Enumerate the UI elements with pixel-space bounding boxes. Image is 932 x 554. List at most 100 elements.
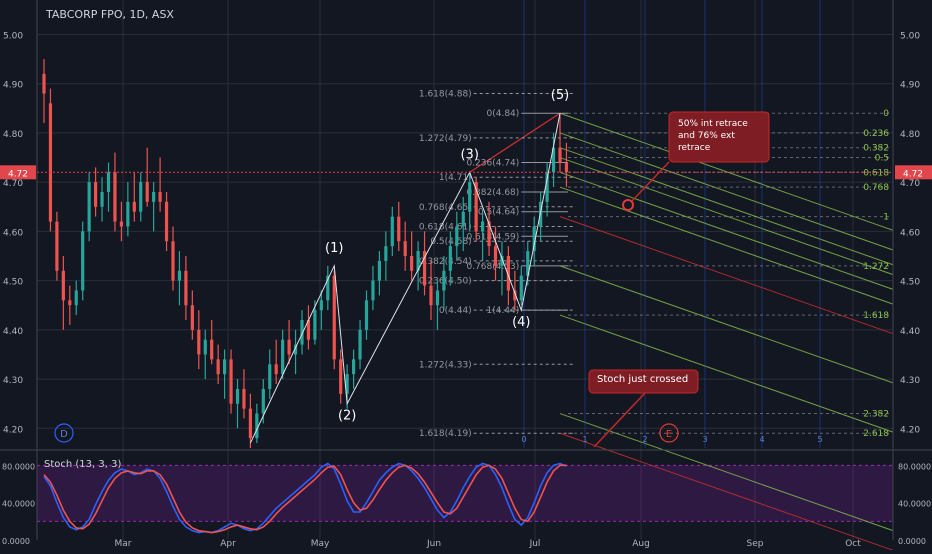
candle-body: [448, 246, 452, 271]
candle-body: [216, 359, 220, 375]
circle-e-label: E: [666, 429, 672, 440]
last-price-text-left: 4.72: [8, 169, 28, 179]
candle-body: [339, 359, 343, 394]
stoch-lines: [43, 462, 567, 534]
x-tick: May: [311, 539, 330, 549]
y-tick-right: 4.40: [900, 327, 920, 337]
wave-label: (3): [460, 147, 478, 162]
circle-d-label: D: [60, 429, 68, 440]
fork-level-label: 0: [883, 109, 889, 119]
fib-ext-label: 1.618(4.19): [419, 429, 472, 439]
candle-body: [287, 339, 291, 355]
fork-line: [559, 186, 894, 305]
candle-body: [306, 320, 311, 340]
callout-retrace-pointer: [631, 161, 670, 202]
candle-body: [461, 211, 465, 227]
fib-retr-label: 0.768(4.53): [466, 262, 519, 272]
annotations: 4.72 4.72 50% int retrace and 76% ext retrac…: [0, 111, 932, 448]
candle-body: [326, 275, 330, 301]
cycle-mark: 1: [582, 435, 587, 444]
fib-ext-label: 0.768(4.65): [419, 203, 472, 213]
candle-body: [158, 192, 162, 202]
candle-body: [139, 182, 143, 212]
candle-body: [164, 201, 169, 242]
candle-body: [132, 201, 136, 212]
candle-body: [145, 182, 149, 202]
fork-line: [559, 413, 894, 532]
candle-body: [410, 256, 414, 271]
elliott-wave-lines: (1) (2) (3) (4) (5): [249, 88, 569, 444]
cycle-mark: 3: [702, 435, 707, 444]
candle-body: [235, 388, 240, 404]
fib-ext-label: 1(4.71): [439, 173, 472, 183]
candle-body: [113, 172, 117, 222]
wave-label: (1): [325, 241, 343, 256]
stoch-tick-left: 40.0000: [2, 500, 35, 509]
fib-ext-label: 0.382(4.54): [419, 257, 472, 267]
stoch-tick-left: 0.0000: [2, 537, 30, 546]
candle-body: [519, 275, 523, 301]
fib-retr-label: 0.236(4.74): [466, 158, 519, 168]
fib-retr-label: 0.618(4.59): [466, 232, 519, 242]
y-tick-right: 4.20: [900, 425, 920, 435]
candle-body: [261, 388, 265, 414]
y-tick-right: 4.30: [900, 376, 920, 386]
y-tick-left: 4.50: [3, 278, 23, 288]
last-price-text-right: 4.72: [903, 169, 923, 179]
candle-body: [255, 413, 259, 439]
candle-body: [352, 359, 356, 375]
fib-retr-label: 0(4.84): [487, 109, 520, 119]
fork-line: [559, 265, 894, 384]
x-tick: Jul: [529, 539, 541, 549]
stoch-tick-left: 80.0000: [2, 462, 35, 471]
candle-body: [422, 251, 427, 286]
candle-body: [106, 172, 111, 192]
candle-body: [513, 290, 517, 301]
candle-body: [177, 270, 182, 281]
candle-body: [545, 172, 549, 202]
stoch-d-line: [43, 464, 567, 534]
fork-level-label: 0.618: [863, 168, 889, 178]
callout-stoch-pointer: [593, 392, 646, 448]
candle-body: [526, 251, 530, 276]
callout-retrace-text: 50% int retrace: [678, 119, 748, 129]
x-tick: Aug: [632, 539, 650, 549]
fork-level-label: 1: [883, 213, 889, 223]
fork-level-label: 0.382: [863, 144, 889, 154]
y-tick-left: 4.70: [3, 179, 23, 189]
candle-body: [319, 300, 323, 311]
candle-body: [203, 339, 207, 355]
candle-body: [390, 216, 394, 247]
target-circle: [622, 199, 634, 211]
fib-ext-label: 0.5(4.58): [430, 237, 471, 247]
candle-body: [190, 305, 194, 330]
cycle-mark: 5: [817, 435, 822, 444]
callout-stoch-box: [588, 369, 699, 394]
stoch-tick-right: 80.0000: [898, 462, 931, 471]
candle-body: [248, 408, 252, 439]
fork-line: [559, 216, 894, 335]
y-tick-left: 4.20: [3, 425, 23, 435]
fork-line: [559, 314, 894, 433]
candle-body: [455, 226, 459, 247]
candle-body: [481, 221, 485, 232]
y-tick-left: 5.00: [3, 31, 23, 41]
candle-body: [345, 374, 349, 394]
candle-body: [293, 344, 298, 355]
candle-body: [152, 192, 156, 202]
candle-body: [474, 182, 478, 232]
x-tick: Apr: [220, 539, 236, 549]
fork-line: [559, 432, 894, 551]
cycle-mark: 2: [642, 435, 647, 444]
wave-zigzag: [249, 113, 561, 444]
callout-stoch-label: Stoch just crossed: [597, 374, 688, 385]
x-tick: Oct: [845, 539, 861, 549]
candle-body: [87, 182, 91, 232]
last-price-tag-left: [0, 165, 36, 180]
candle-body: [74, 290, 78, 306]
candle-body: [81, 231, 85, 291]
candle-body: [558, 147, 562, 163]
